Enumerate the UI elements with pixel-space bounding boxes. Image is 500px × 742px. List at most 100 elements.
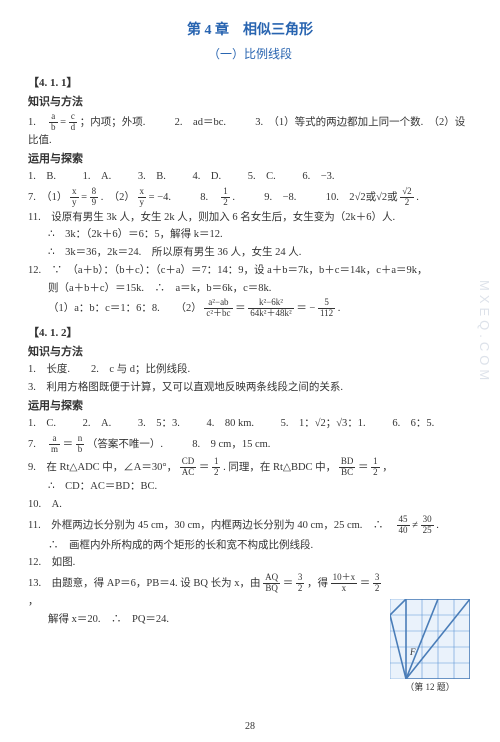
- q1-post: ；内项；外项.: [80, 117, 146, 128]
- c7-pre: 7. （1）: [28, 192, 67, 203]
- frac3: 5112: [318, 298, 335, 319]
- b411-row2: 7. （1） xy = 89 . （2） xy = −4. 8. 12 . 9.…: [28, 187, 472, 208]
- mid: ，得: [307, 578, 331, 589]
- mid: ＝: [283, 578, 294, 589]
- page-number: 28: [0, 719, 500, 734]
- diagram-caption: （第 12 题）: [390, 681, 470, 695]
- c2: 1. A.: [83, 171, 112, 182]
- block-412-tag: 【4. 1. 2】: [28, 325, 472, 342]
- mid: . 同理，在 Rt△BDC 中，: [223, 461, 336, 472]
- f1: AQBQ: [263, 573, 280, 594]
- frac-12: 12: [221, 187, 230, 208]
- svg-text:F: F: [409, 647, 416, 657]
- q12-l3: （1）a：b：c＝1：6：8. （2） a²−abc²＋bc ＝ k²−6k²6…: [28, 298, 472, 319]
- q11-l2: ∴ 3k：（2k＋6）＝6：5，解得 k＝12.: [28, 227, 472, 243]
- block-411-yyt-head: 运用与探索: [28, 151, 472, 168]
- frac-xy1: xy: [70, 187, 79, 208]
- c7-pre: 7.: [28, 439, 46, 450]
- f1: CDAC: [180, 457, 197, 478]
- c5: 5. C.: [248, 171, 276, 182]
- f4: 32: [373, 573, 382, 594]
- mid: ；: [326, 418, 337, 429]
- c8-post: .: [232, 192, 235, 203]
- diagram-q12: D A E F B C （第 12 题）: [390, 599, 470, 695]
- q2: 2. ad＝bc.: [175, 117, 226, 128]
- eq: =: [60, 117, 69, 128]
- f2: 3025: [421, 515, 434, 536]
- mid: = −4.: [149, 192, 171, 203]
- pre: 13. 由题意，得 AP＝6，PB＝4. 设 BQ 长为 x，由: [28, 578, 260, 589]
- f2: 12: [212, 457, 221, 478]
- c4: 4. 80 km.: [206, 418, 254, 429]
- mid: ＝: [199, 461, 212, 472]
- q11-l1: 11. 设原有男生 3k 人，女生 2k 人，则加入 6 名女生后，女生变为（2…: [28, 210, 472, 226]
- pre: 11. 外框两边长分别为 45 cm，30 cm，内框两边长分别为 40 cm，…: [28, 520, 394, 531]
- c3: 3. 5：3.: [138, 418, 180, 429]
- mid: ＝ −: [296, 303, 318, 314]
- mid: ＝: [235, 303, 248, 314]
- frac1: a²−abc²＋bc: [204, 298, 232, 319]
- pre: （1）a：b：c＝1：6：8. （2）: [48, 303, 202, 314]
- section-title: （一）比例线段: [28, 45, 472, 63]
- mid2: ：1.: [347, 418, 365, 429]
- f4: 12: [371, 457, 380, 478]
- c2: 2. A.: [83, 418, 112, 429]
- block-412-kzf-head: 知识与方法: [28, 344, 472, 361]
- b411-kzf-line: 1. ab = cd ；内项；外项. 2. ad＝bc. 3. （1）等式的两边…: [28, 112, 472, 149]
- r2: √2: [376, 192, 387, 203]
- mid: ＝: [358, 461, 371, 472]
- mid: 或: [366, 192, 377, 203]
- block-411-kzf-head: 知识与方法: [28, 94, 472, 111]
- frac-c-d: cd: [69, 112, 78, 133]
- b412-row2: 7. am ＝ nb （答案不唯一）. 8. 9 cm，15 cm.: [28, 434, 472, 455]
- q9-l1: 9. 在 Rt△ADC 中，∠A＝30°， CDAC ＝ 12 . 同理，在 R…: [28, 457, 472, 478]
- c1: 1. C.: [28, 418, 56, 429]
- r1: √2: [315, 418, 326, 429]
- f2: 32: [296, 573, 305, 594]
- post: .: [436, 520, 439, 531]
- block-412-yyt-head: 运用与探索: [28, 398, 472, 415]
- c8: 8. 9 cm，15 cm.: [192, 439, 270, 450]
- chapter-title: 第 4 章 相似三角形: [28, 20, 472, 41]
- frac-xy2: xy: [138, 187, 147, 208]
- q11-l1: 11. 外框两边长分别为 45 cm，30 cm，内框两边长分别为 40 cm，…: [28, 515, 472, 536]
- block-411-tag: 【4. 1. 1】: [28, 75, 472, 92]
- pre: 9. 在 Rt△ADC 中，∠A＝30°，: [28, 461, 177, 472]
- frac-nb: nb: [76, 434, 85, 455]
- post: .: [338, 303, 341, 314]
- mid: ＝: [63, 439, 76, 450]
- post: ，: [28, 596, 39, 607]
- f3: BDBC: [339, 457, 356, 478]
- c8-pre: 8.: [200, 192, 218, 203]
- c10-post: .: [416, 192, 419, 203]
- frac-r2: √22: [400, 187, 413, 208]
- q12: 12. 如图.: [28, 555, 472, 571]
- q11-l3: ∴ 3k＝36，2k＝24. 所以原有男生 36 人，女生 24 人.: [28, 245, 472, 261]
- mid: ＝: [360, 578, 371, 589]
- c6: 6. 6：5.: [392, 418, 434, 429]
- mid: ≠: [412, 520, 420, 531]
- frac-89: 89: [90, 187, 99, 208]
- r2: √3: [336, 418, 347, 429]
- frac-a-b: ab: [49, 112, 58, 133]
- b412-kzf-q3: 3. 利用方格图既便于计算，又可以直观地反映两条线段之间的关系.: [28, 380, 472, 396]
- post: ，: [382, 461, 393, 472]
- q10: 10. A.: [28, 497, 472, 513]
- mid: . （2）: [101, 192, 135, 203]
- watermark: MXEQ.COM: [475, 280, 495, 384]
- c3: 3. B.: [138, 171, 166, 182]
- f1: 4540: [397, 515, 410, 536]
- c7-post: （答案不唯一）.: [87, 439, 163, 450]
- c9: 9. −8.: [264, 192, 296, 203]
- f3: 10＋xx: [331, 573, 358, 594]
- q11-l2: ∴ 画框内外所构成的两个矩形的长和宽不构成比例线段.: [28, 538, 472, 554]
- q1-pre: 1.: [28, 117, 46, 128]
- frac-am: am: [49, 434, 60, 455]
- q12-l2: 则（a＋b＋c）＝15k. ∴ a＝k，b＝6k，c＝8k.: [28, 281, 472, 297]
- b412-row1: 1. C. 2. A. 3. 5：3. 4. 80 km. 5. 1：√2；√3…: [28, 416, 472, 432]
- q9-l2: ∴ CD：AC＝BD：BC.: [28, 479, 472, 495]
- b411-row1: 1. B. 1. A. 3. B. 4. D. 5. C. 6. −3.: [28, 169, 472, 185]
- frac2: k²−6k²64k²＋48k²: [248, 298, 293, 319]
- c6: 6. −3.: [302, 171, 334, 182]
- c4: 4. D.: [193, 171, 222, 182]
